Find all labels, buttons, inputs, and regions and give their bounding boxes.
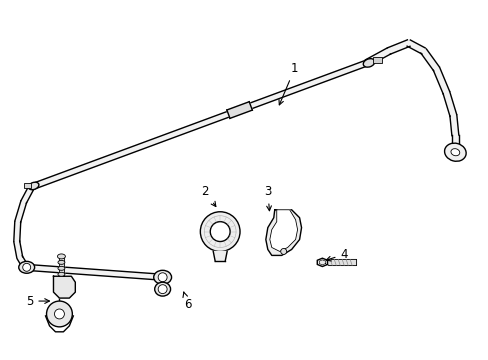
- FancyBboxPatch shape: [372, 57, 381, 63]
- Polygon shape: [21, 185, 34, 203]
- Circle shape: [158, 273, 167, 282]
- Ellipse shape: [58, 260, 65, 264]
- Polygon shape: [14, 221, 20, 242]
- Polygon shape: [451, 135, 458, 148]
- Ellipse shape: [153, 270, 171, 284]
- Polygon shape: [25, 264, 163, 280]
- Ellipse shape: [154, 282, 170, 296]
- Ellipse shape: [363, 59, 374, 67]
- Text: 4: 4: [325, 248, 347, 261]
- Polygon shape: [59, 256, 64, 276]
- Ellipse shape: [57, 254, 65, 259]
- Ellipse shape: [444, 143, 465, 161]
- Text: 5: 5: [26, 294, 49, 307]
- Circle shape: [46, 301, 72, 327]
- Text: 1: 1: [279, 62, 298, 105]
- Polygon shape: [31, 60, 367, 190]
- Circle shape: [280, 248, 286, 255]
- Text: 2: 2: [201, 185, 215, 207]
- Text: 6: 6: [183, 292, 191, 311]
- Ellipse shape: [58, 266, 65, 270]
- Circle shape: [200, 212, 240, 251]
- Polygon shape: [442, 92, 456, 117]
- Polygon shape: [14, 241, 22, 258]
- FancyBboxPatch shape: [24, 183, 31, 188]
- Polygon shape: [387, 40, 409, 54]
- Circle shape: [158, 285, 167, 294]
- Polygon shape: [17, 256, 28, 269]
- Polygon shape: [327, 260, 355, 265]
- Ellipse shape: [19, 261, 35, 273]
- Polygon shape: [269, 210, 297, 251]
- Polygon shape: [406, 40, 425, 54]
- Polygon shape: [213, 251, 226, 261]
- Circle shape: [54, 309, 64, 319]
- Polygon shape: [226, 102, 252, 118]
- Ellipse shape: [450, 149, 459, 156]
- Circle shape: [22, 264, 31, 271]
- Ellipse shape: [58, 272, 65, 276]
- Circle shape: [210, 222, 230, 242]
- Polygon shape: [432, 68, 449, 94]
- Ellipse shape: [28, 182, 39, 190]
- Polygon shape: [420, 49, 438, 71]
- Text: 3: 3: [264, 185, 271, 211]
- Polygon shape: [53, 276, 75, 298]
- Polygon shape: [265, 210, 301, 255]
- Polygon shape: [317, 258, 327, 266]
- Polygon shape: [365, 48, 390, 66]
- Polygon shape: [449, 115, 458, 136]
- Polygon shape: [15, 201, 26, 222]
